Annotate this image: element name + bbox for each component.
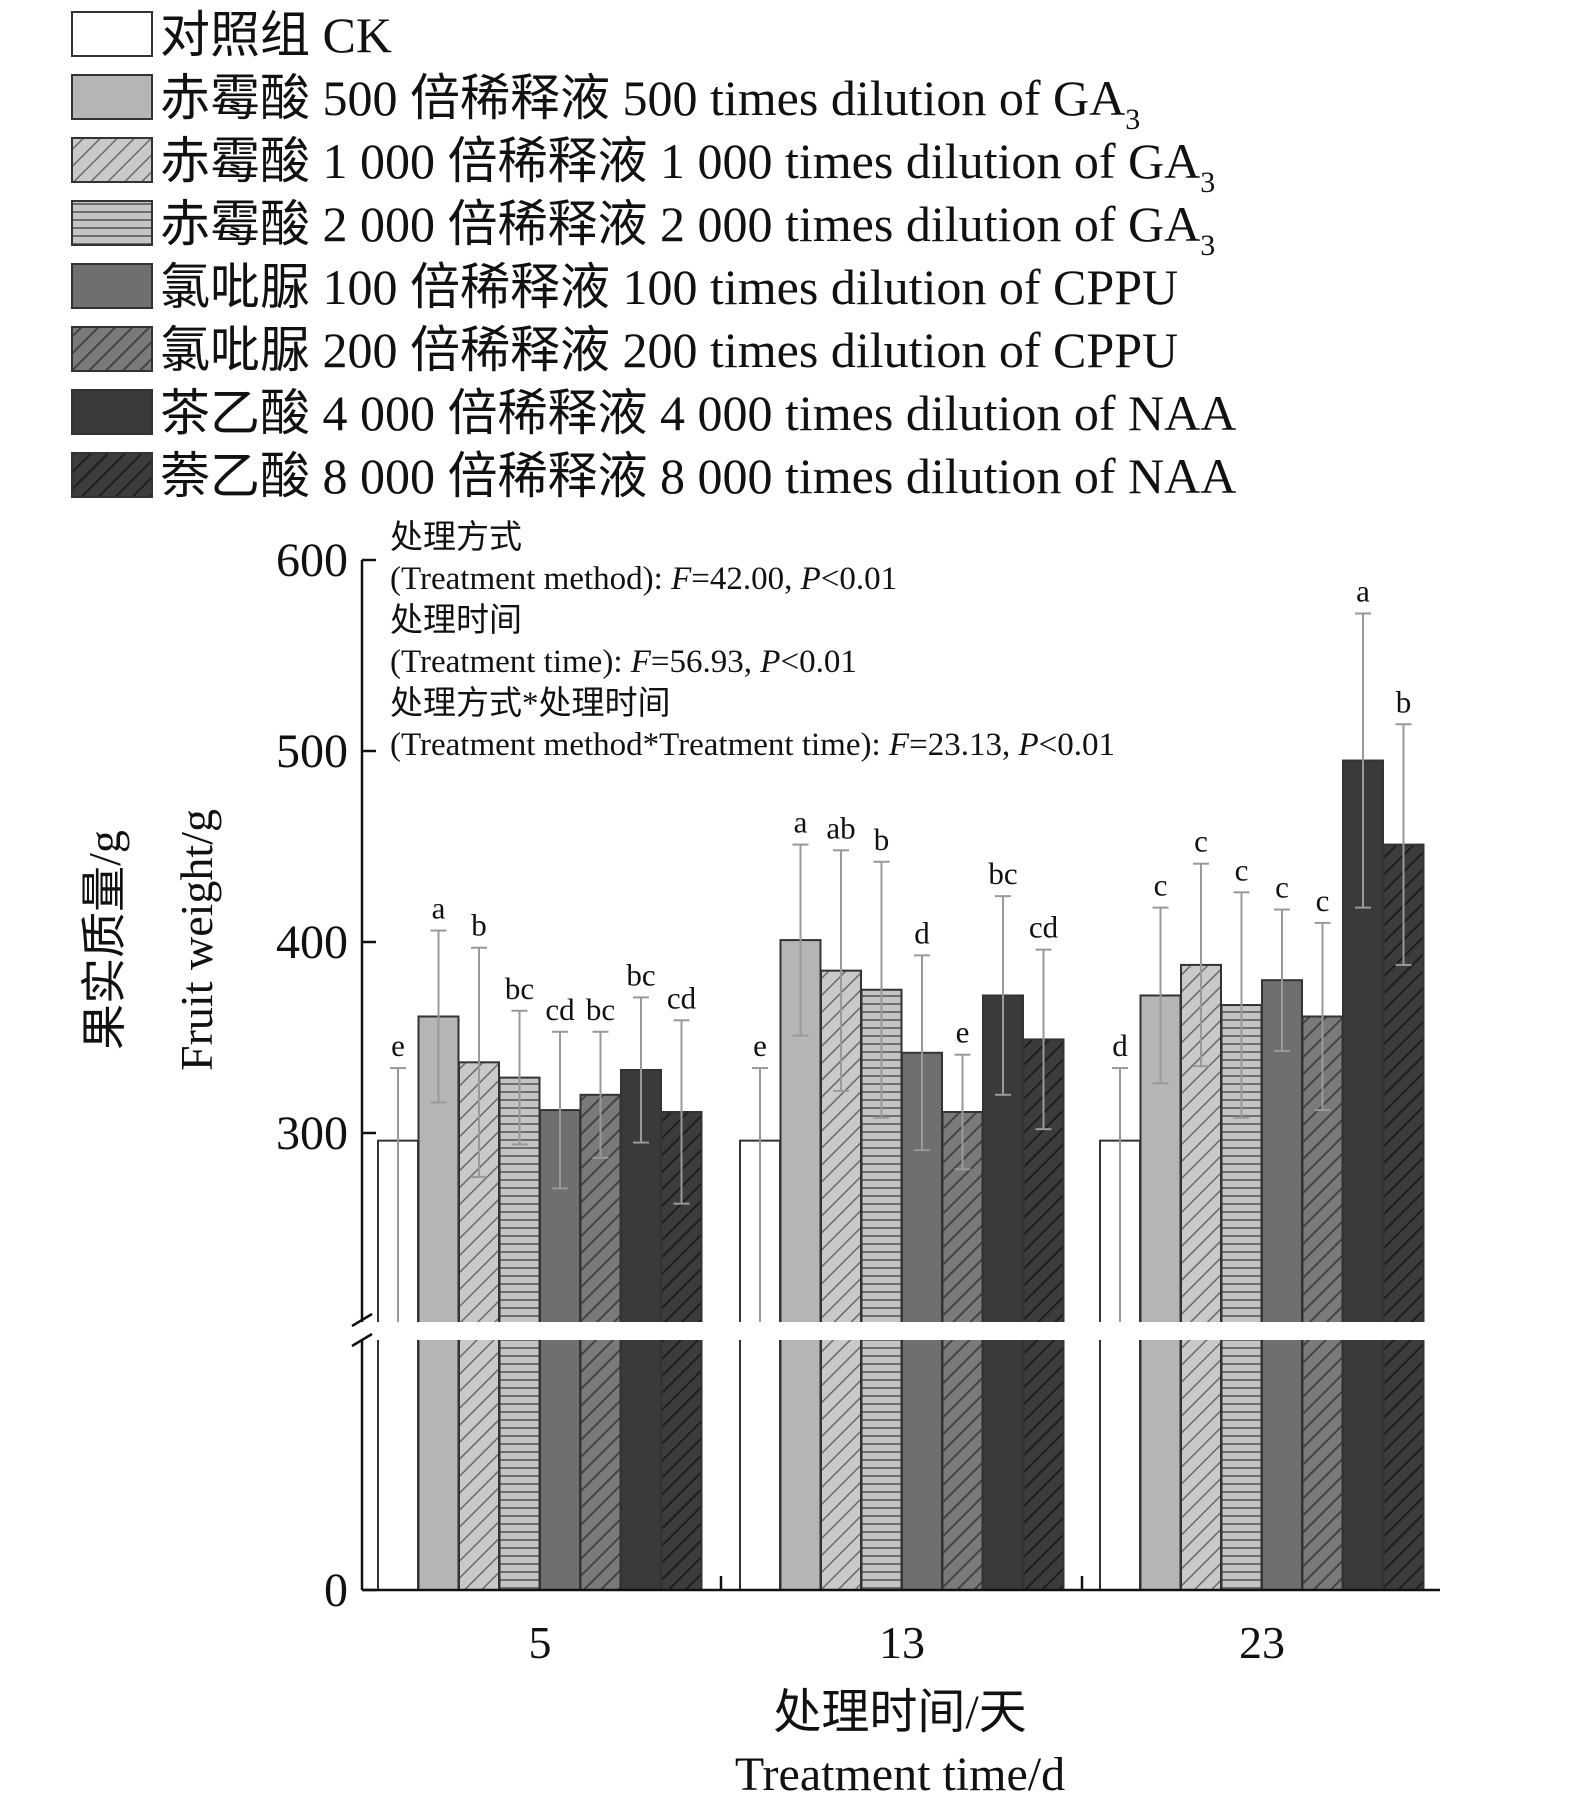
bar-5-2 [1301,1015,1344,1591]
axis-break-gap [355,1322,1445,1340]
sig-letter-2-2: c [1194,824,1208,859]
bar-1-2 [1139,994,1182,1591]
legend-label-0: 对照组 CK [160,7,392,63]
sig-letter-5-2: c [1316,883,1330,918]
y-tick-label-0: 600 [276,534,348,587]
sig-letter-6-2: a [1356,573,1370,608]
sig-letter-3-1: b [874,822,890,857]
x-axis-label-cn: 处理时间/天 [773,1686,1026,1739]
legend-swatch-2 [71,137,153,183]
legend-label-3: 赤霉酸 2 000 倍稀释液 2 000 times dilution of G… [160,196,1215,262]
sig-letter-2-0: b [471,908,487,943]
axes: 600 500 400 300 0 5 13 23 [276,534,1440,1668]
sig-letter-5-0: bc [586,992,615,1027]
stat-line-2: (Treatment method*Treatment time): F=23.… [390,727,1115,763]
y-axis-label-cn: 果实质量/g [79,830,130,1050]
legend-swatch-7 [71,452,153,498]
y-tick-label-1: 500 [276,725,348,778]
stat-label-cn-1: 处理时间 [390,602,522,639]
legend-label-7: 萘乙酸 8 000 倍稀释液 8 000 times dilution of N… [160,448,1236,504]
x-tick-label-0: 5 [529,1617,552,1668]
sig-letter-7-2: b [1396,684,1412,719]
sig-letter-3-2: c [1235,852,1249,887]
x-tick-label-1: 13 [879,1617,925,1668]
legend-label-2: 赤霉酸 1 000 倍稀释液 1 000 times dilution of G… [160,133,1215,199]
legend-label-5: 氯吡脲 200 倍稀释液 200 times dilution of CPPU [160,322,1178,378]
sig-letter-5-1: e [956,1015,970,1050]
sig-letter-0-0: e [391,1028,405,1063]
bar-5-0 [579,1093,622,1592]
legend-swatch-5 [71,326,153,372]
legend-swatch-4 [71,263,153,309]
bar-1-1 [779,939,822,1591]
sig-letter-4-1: d [914,915,930,950]
x-tick-label-2: 23 [1239,1617,1285,1668]
sig-letter-0-2: d [1112,1028,1128,1063]
bar-5-1 [941,1110,984,1591]
stat-label-cn-2: 处理方式*处理时间 [390,685,671,722]
y-tick-label-3: 300 [276,1107,348,1160]
sig-letter-7-0: cd [667,980,697,1015]
legend-swatch-6 [71,389,153,435]
stat-line-0: (Treatment method): F=42.00, P<0.01 [390,561,897,597]
y-tick-label-4: 0 [324,1564,348,1617]
sig-letter-4-0: cd [545,992,575,1027]
legend-swatch-3 [71,200,153,246]
sig-letter-1-0: a [432,891,446,926]
sig-letter-4-2: c [1275,870,1289,905]
stats-annotation: 处理方式 (Treatment method): F=42.00, P<0.01 处… [390,519,1115,763]
sig-letter-2-1: ab [826,810,855,845]
y-axis-label-en: Fruit weight/g [171,809,222,1071]
sig-letter-6-1: bc [988,856,1017,891]
sig-letter-7-1: cd [1029,910,1059,945]
sig-letter-0-1: e [753,1028,767,1063]
axis-break-mark-lower [351,1332,373,1348]
sig-letter-6-0: bc [626,957,655,992]
x-axis-label-en: Treatment time/d [735,1748,1065,1801]
bar-4-2 [1261,979,1303,1591]
sig-letter-3-0: bc [505,971,534,1006]
sig-letter-1-1: a [794,805,808,840]
legend-label-6: 茶乙酸 4 000 倍稀释液 4 000 times dilution of N… [160,385,1236,441]
legend-label-4: 氯吡脲 100 倍稀释液 100 times dilution of CPPU [160,259,1178,315]
legend-swatch-0 [71,11,153,57]
stat-label-cn-0: 处理方式 [390,519,522,556]
legend-swatch-1 [71,74,153,120]
axis-break-mark-upper [351,1312,373,1328]
legend-label-1: 赤霉酸 500 倍稀释液 500 times dilution of GA3 [160,70,1140,136]
y-tick-label-2: 400 [276,916,348,969]
sig-letter-1-2: c [1154,868,1168,903]
stat-line-1: (Treatment time): F=56.93, P<0.01 [390,644,857,680]
bar-7-2 [1382,843,1425,1591]
legend: 对照组 CK 赤霉酸 500 倍稀释液 500 times dilution of… [71,7,1236,504]
